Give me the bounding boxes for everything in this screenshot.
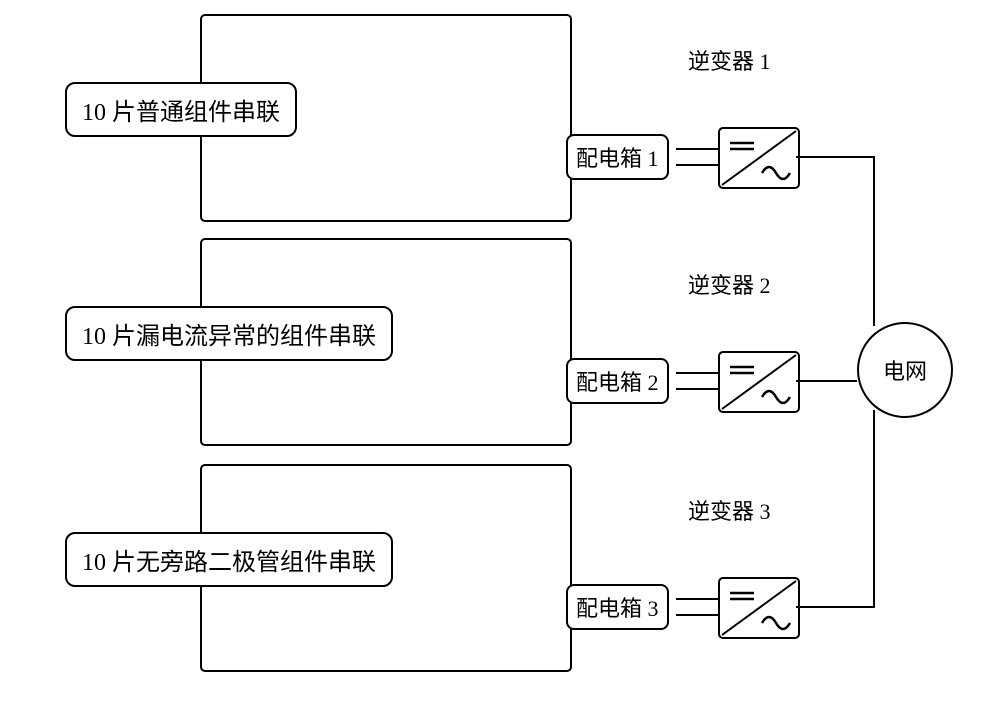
inverter-box-1	[718, 127, 800, 189]
connector-3b	[676, 614, 718, 616]
module-box-3: 10 片无旁路二极管组件串联	[65, 532, 393, 587]
dist-text-3: 配电箱 3	[576, 591, 659, 623]
grid-node: 电网	[857, 322, 953, 418]
inverter-label-2: 逆变器 2	[688, 268, 771, 300]
module-text-3: 10 片无旁路二极管组件串联	[82, 542, 376, 577]
inverter-icon	[720, 129, 798, 187]
module-text-2: 10 片漏电流异常的组件串联	[82, 316, 376, 351]
connector-2a	[676, 372, 718, 374]
bus-line-lower	[873, 410, 875, 608]
dist-box-3: 配电箱 3	[566, 584, 669, 630]
inverter-icon	[720, 353, 798, 411]
module-text-1: 10 片普通组件串联	[82, 92, 280, 127]
bus-line-upper	[873, 156, 875, 326]
inverter-box-3	[718, 577, 800, 639]
inv-to-bus-2	[796, 380, 857, 382]
dist-box-1: 配电箱 1	[566, 134, 669, 180]
connector-1a	[676, 148, 718, 150]
dist-text-2: 配电箱 2	[576, 365, 659, 397]
connector-2b	[676, 388, 718, 390]
grid-text: 电网	[883, 354, 927, 386]
inverter-label-1: 逆变器 1	[688, 44, 771, 76]
connector-1b	[676, 164, 718, 166]
dist-box-2: 配电箱 2	[566, 358, 669, 404]
inverter-box-2	[718, 351, 800, 413]
connector-3a	[676, 598, 718, 600]
module-box-2: 10 片漏电流异常的组件串联	[65, 306, 393, 361]
inv-to-bus-3	[796, 606, 875, 608]
module-box-1: 10 片普通组件串联	[65, 82, 297, 137]
inverter-label-3: 逆变器 3	[688, 494, 771, 526]
dist-text-1: 配电箱 1	[576, 141, 659, 173]
inv-to-bus-1	[796, 156, 875, 158]
inverter-icon	[720, 579, 798, 637]
